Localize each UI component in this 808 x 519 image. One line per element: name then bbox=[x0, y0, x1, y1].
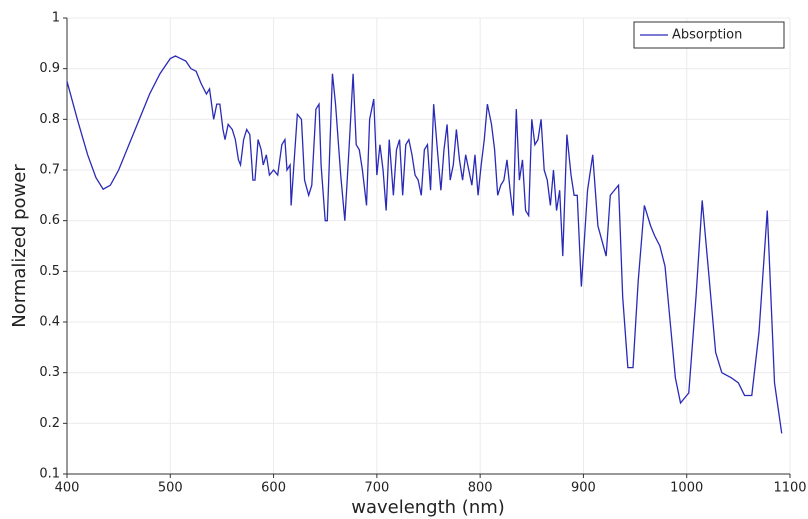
y-tick-label: 0.2 bbox=[39, 416, 60, 431]
y-tick-label: 0.9 bbox=[39, 61, 60, 76]
y-axis-label: Normalized power bbox=[9, 164, 30, 328]
x-tick-label: 700 bbox=[364, 481, 389, 496]
legend-label: Absorption bbox=[672, 28, 742, 43]
y-tick-label: 0.7 bbox=[39, 163, 60, 178]
legend-box bbox=[633, 21, 785, 49]
x-tick-label: 1100 bbox=[773, 481, 806, 496]
x-tick-label: 500 bbox=[158, 481, 183, 496]
x-tick-label: 400 bbox=[55, 481, 80, 496]
data-line bbox=[66, 55, 783, 434]
y-tick-label: 0.3 bbox=[39, 365, 60, 380]
x-tick-label: 600 bbox=[261, 481, 286, 496]
y-tick-label: 0.6 bbox=[39, 213, 60, 228]
y-tick-label: 1 bbox=[52, 11, 60, 26]
x-axis-label: wavelength (nm) bbox=[351, 497, 505, 518]
y-tick-label: 0.5 bbox=[39, 264, 60, 279]
x-tick-label: 1000 bbox=[670, 481, 703, 496]
y-tick-label: 0.4 bbox=[39, 315, 60, 330]
x-tick-label: 800 bbox=[468, 481, 493, 496]
y-tick-label: 0.1 bbox=[39, 467, 60, 482]
y-tick-label: 0.8 bbox=[39, 112, 60, 127]
x-tick-label: 900 bbox=[571, 481, 596, 496]
